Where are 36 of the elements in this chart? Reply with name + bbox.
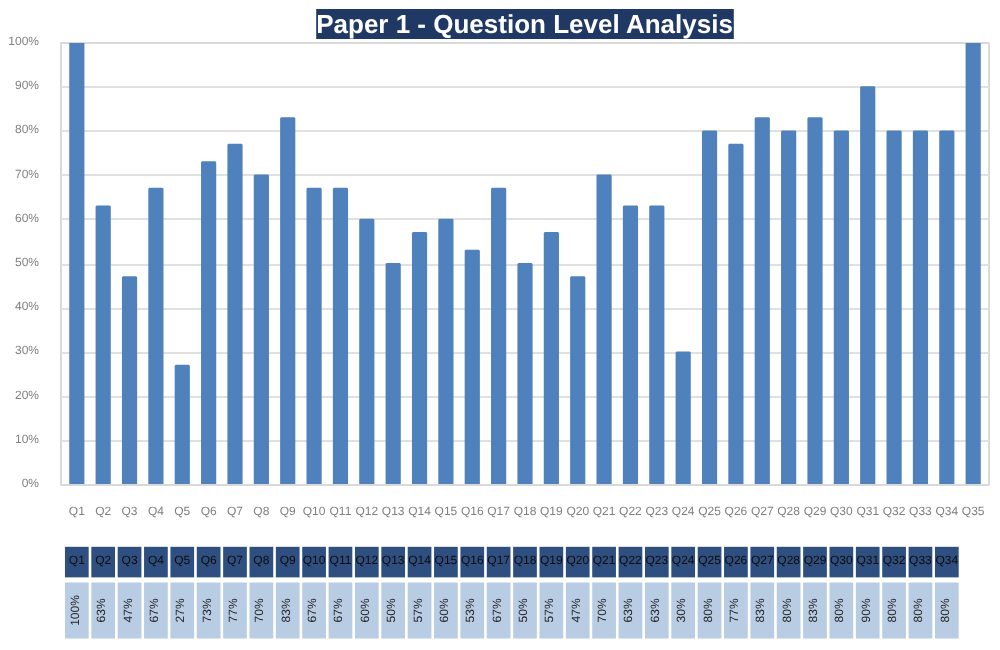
bar [491,187,507,485]
bar [95,205,111,485]
bar [280,117,296,485]
bar [411,232,428,485]
bar [622,205,639,485]
bar [148,187,164,485]
bar [860,86,876,485]
bar [596,174,612,485]
bar [359,218,375,485]
bar [517,263,533,485]
bar [306,187,322,485]
bar [121,276,138,485]
bar [332,187,349,485]
bar [701,130,718,485]
bar [438,218,454,485]
bar [649,205,665,485]
bar [253,174,269,485]
bar [939,130,955,485]
bar [174,364,190,485]
bar [227,143,243,485]
bar [464,249,480,485]
bar [385,263,401,485]
bar [833,130,849,485]
bar [69,43,85,485]
bar [912,130,929,485]
chart-title: Paper 1 - Question Level Analysis [316,9,733,39]
bar [886,130,902,485]
bar [754,117,770,485]
bar [728,143,744,485]
bar [675,351,691,485]
bar [807,117,823,485]
bar [781,130,797,485]
bar [570,276,586,485]
bar [965,43,981,485]
bar [201,161,217,485]
bar [543,232,559,485]
